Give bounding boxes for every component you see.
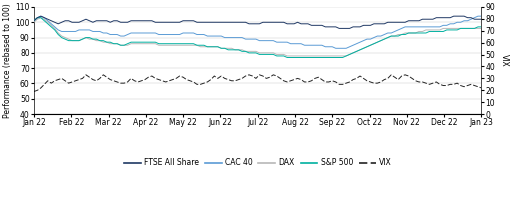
Y-axis label: VIX: VIX bbox=[500, 54, 508, 67]
Legend: FTSE All Share, CAC 40, DAX, S&P 500, VIX: FTSE All Share, CAC 40, DAX, S&P 500, VI… bbox=[121, 155, 395, 170]
Y-axis label: Performance (rebased to 100): Performance (rebased to 100) bbox=[4, 3, 12, 118]
